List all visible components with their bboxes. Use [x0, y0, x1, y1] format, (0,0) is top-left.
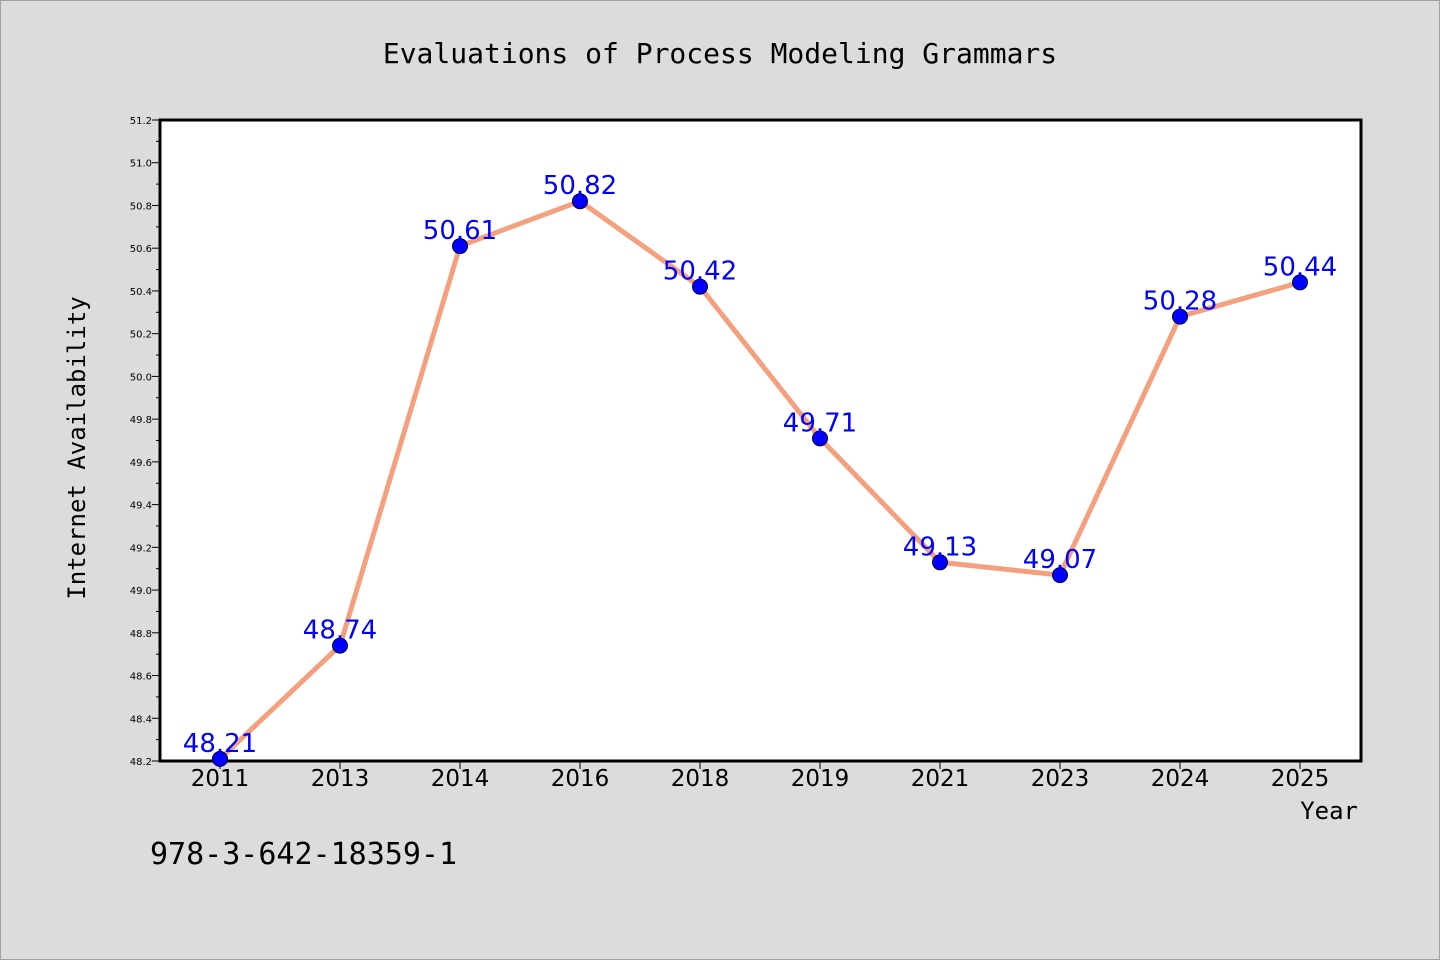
plot-area	[158, 118, 1363, 763]
x-tick-label: 2013	[311, 766, 370, 792]
data-point	[1292, 274, 1308, 291]
y-tick-label: 51.0	[130, 159, 152, 170]
x-tick-label: 2011	[191, 766, 250, 792]
data-point	[1172, 308, 1188, 325]
y-tick-label: 49.2	[130, 543, 152, 554]
data-point	[932, 554, 948, 571]
x-axis: 2011 2013 2014 2016 2018 2019 2021 2023 2024 2025	[191, 761, 1330, 792]
data-label: 50.44	[1263, 252, 1337, 282]
series-line	[217, 198, 1303, 762]
y-tick-label: 50.8	[130, 201, 152, 212]
data-point	[812, 430, 828, 447]
y-tick-label: 50.2	[130, 330, 152, 341]
data-point	[452, 238, 468, 255]
y-tick-label: 50.0	[130, 372, 152, 383]
data-point	[692, 278, 708, 295]
x-tick-label: 2014	[431, 766, 490, 792]
y-tick-label: 48.2	[130, 757, 152, 768]
x-axis-label: Year	[1300, 797, 1358, 825]
data-label: 50.42	[663, 257, 737, 287]
y-tick-label: 50.4	[130, 287, 152, 298]
data-label: 50.28	[1143, 287, 1217, 317]
y-axis: 48.2 48.4 48.6 48.8 49.0 49.2 49.4 49.6 49.8 50.0…	[130, 116, 160, 768]
y-tick-label: 49.6	[130, 458, 152, 469]
data-point	[212, 750, 228, 767]
data-label: 48.74	[303, 616, 377, 646]
data-label: 50.82	[543, 171, 617, 201]
y-tick-label: 48.6	[130, 672, 152, 683]
x-tick-label: 2025	[1271, 766, 1330, 792]
data-point	[1052, 567, 1068, 584]
data-labels-layer: 48.21 48.74 50.61 50.82 50.42 49.71 49.13 49.07…	[183, 171, 1337, 759]
y-axis-label: Internet Availability	[63, 296, 91, 599]
x-tick-label: 2018	[671, 766, 730, 792]
y-tick-label: 51.2	[130, 116, 152, 127]
y-tick-label: 49.0	[130, 586, 152, 597]
chart-title: Evaluations of Process Modeling Grammars	[383, 37, 1057, 70]
x-tick-label: 2019	[791, 766, 850, 792]
x-tick-label: 2024	[1151, 766, 1210, 792]
data-point	[332, 637, 348, 654]
series-layer	[212, 193, 1308, 767]
y-tick-label: 48.8	[130, 629, 152, 640]
data-label: 49.13	[903, 532, 977, 562]
data-label: 49.71	[783, 408, 857, 438]
data-point	[572, 193, 588, 210]
isbn-footer: 978-3-642-18359-1	[150, 837, 457, 872]
y-tick-label: 49.4	[130, 501, 152, 512]
data-label: 50.61	[423, 216, 497, 246]
x-tick-label: 2021	[911, 766, 970, 792]
y-tick-label: 49.8	[130, 415, 152, 426]
y-tick-label: 48.4	[130, 714, 152, 725]
x-tick-label: 2023	[1031, 766, 1090, 792]
x-tick-label: 2016	[551, 766, 610, 792]
y-tick-label: 50.6	[130, 244, 152, 255]
data-label: 48.21	[183, 729, 257, 759]
data-label: 49.07	[1023, 545, 1097, 575]
